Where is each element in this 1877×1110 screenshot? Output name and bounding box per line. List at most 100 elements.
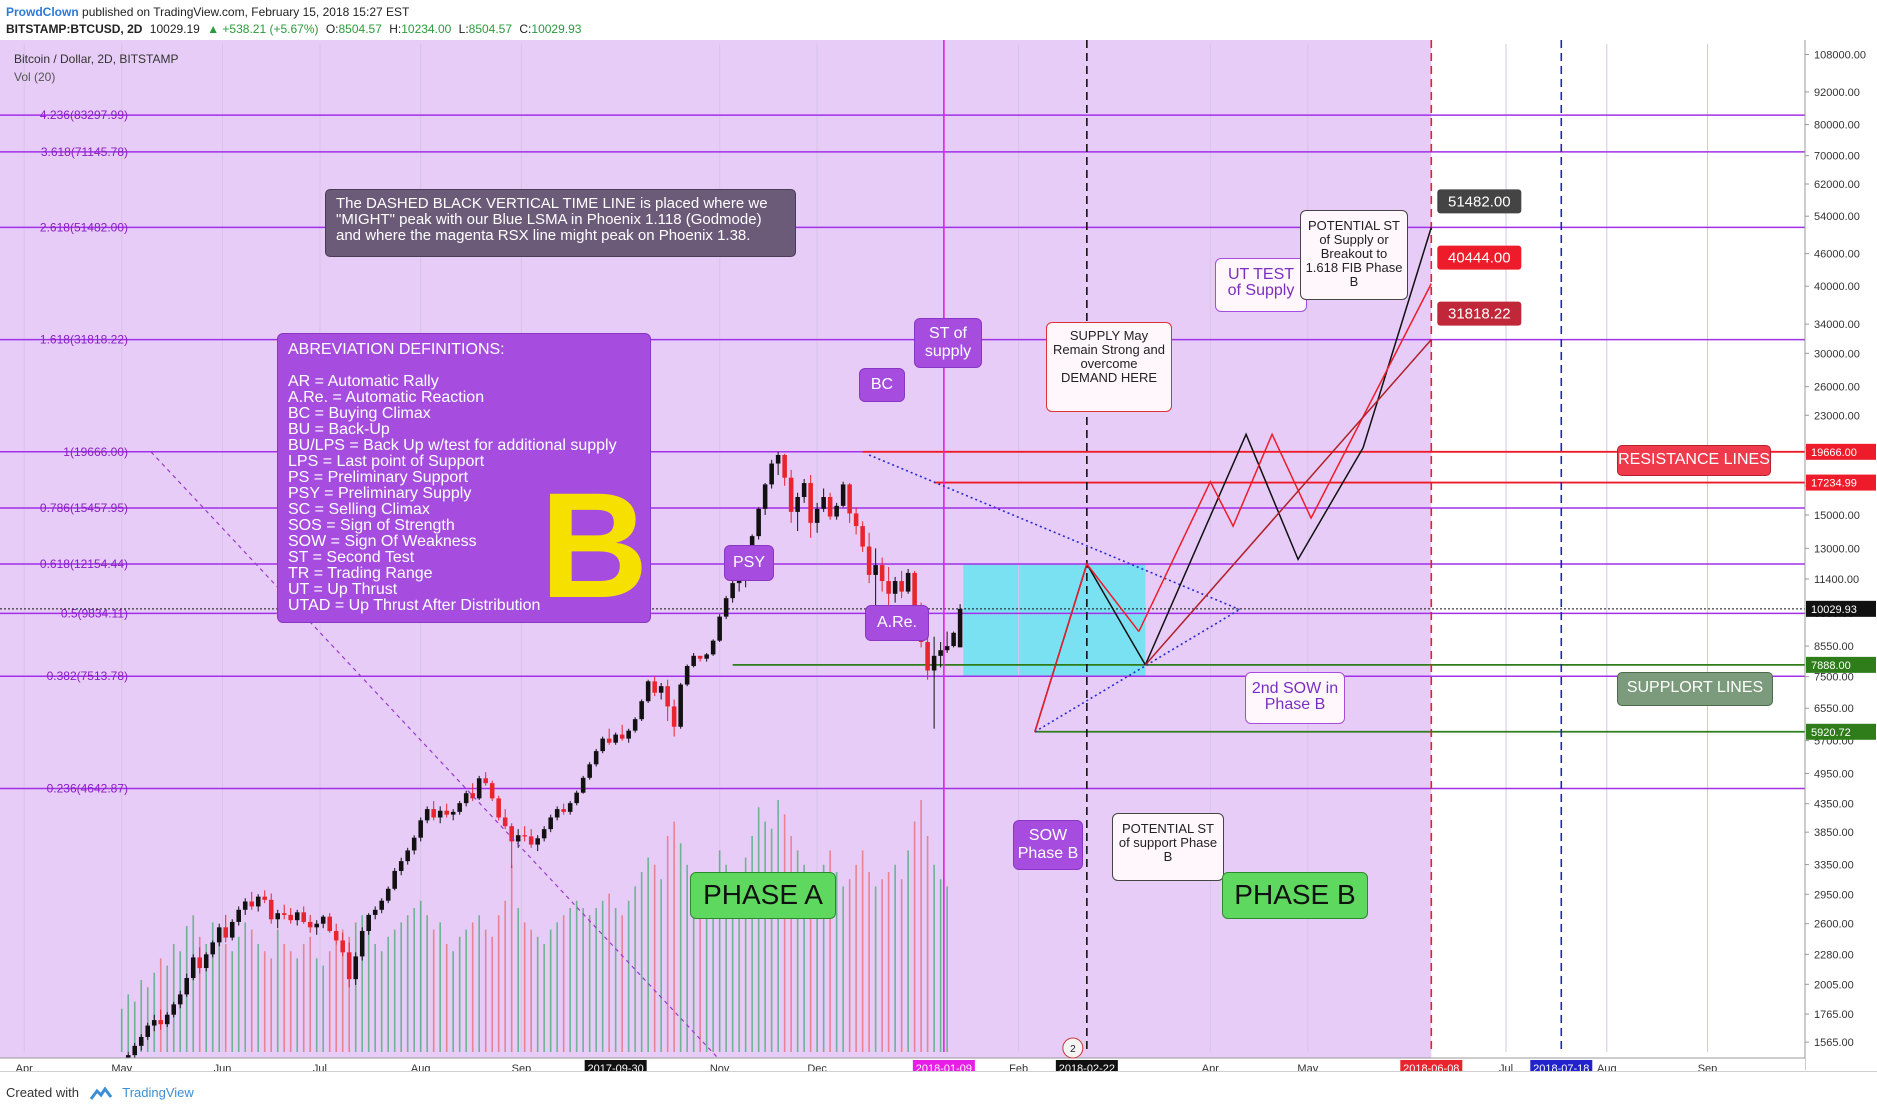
volume-bar	[263, 951, 266, 1052]
tradingview-brand[interactable]: TradingView	[122, 1085, 194, 1100]
volume-bar	[731, 879, 734, 1052]
abbreviation-item: BU = Back-Up	[288, 421, 390, 438]
candle-body	[782, 454, 787, 478]
volume-bar	[205, 944, 208, 1052]
potential-st-supply-note[interactable]: POTENTIAL ST of Supply or Breakout to 1.…	[1300, 210, 1408, 300]
volume-bar	[400, 922, 402, 1052]
volume-bar	[224, 944, 227, 1052]
pane-title: Bitcoin / Dollar, 2D, BITSTAMP	[14, 52, 179, 66]
volume-bar	[614, 908, 617, 1052]
volume-bar	[328, 951, 331, 1052]
fib-level-label: 2.618(51482.00)	[40, 220, 128, 234]
candle-body	[145, 1025, 151, 1037]
time-axis-label: Jul	[313, 1063, 327, 1071]
price-axis-label: 54000.00	[1814, 211, 1860, 223]
second-sow-note[interactable]: 2nd SOW in Phase B	[1245, 672, 1345, 724]
candle-body	[320, 916, 326, 924]
volume-bar	[413, 908, 415, 1052]
candle-body	[281, 913, 287, 915]
phase-a-label[interactable]: PHASE A	[690, 872, 836, 919]
volume-bar	[855, 864, 857, 1052]
candle-body	[788, 477, 794, 512]
candle-body	[756, 508, 761, 537]
volume-bar	[322, 965, 325, 1052]
candle-body	[925, 642, 930, 671]
volume-bar	[562, 915, 565, 1052]
phase-b-label[interactable]: PHASE B	[1222, 872, 1368, 919]
volume-bar	[374, 944, 376, 1052]
price-axis-label: 34000.00	[1814, 319, 1860, 331]
candle-body	[255, 896, 261, 907]
candle-body	[899, 581, 904, 592]
volume-bar	[549, 929, 552, 1052]
time-marker	[1055, 1060, 1118, 1071]
candle-body	[762, 484, 768, 509]
author-link[interactable]: ProwdClown	[6, 5, 79, 19]
tradingview-logo-icon	[89, 1086, 112, 1100]
price-axis-label: 108000.00	[1814, 50, 1866, 62]
volume-bar	[783, 814, 786, 1052]
volume-bar	[822, 864, 825, 1052]
support-lines-label[interactable]: SUPPLORT LINES	[1617, 672, 1773, 706]
high-value: 10234.00	[401, 22, 452, 36]
sow-phase-b-label[interactable]: SOW Phase B	[1013, 820, 1083, 870]
fib-level-label: 4.236(83297.99)	[40, 108, 128, 122]
candle-body	[301, 912, 306, 922]
ut-test-note[interactable]: UT TEST of Supply	[1215, 258, 1307, 312]
candle-body	[593, 751, 599, 765]
diagonal-trend-line	[150, 451, 721, 1061]
volume-bar	[907, 850, 909, 1052]
psy-label[interactable]: PSY	[724, 545, 774, 581]
candle-body	[275, 913, 280, 920]
candle-body	[554, 809, 560, 818]
volume-bar	[439, 922, 441, 1052]
candle-body	[905, 572, 911, 592]
time-axis-label: Dec	[807, 1063, 827, 1071]
volume-bar	[315, 958, 318, 1052]
volume-bar	[497, 915, 500, 1052]
st-supply-label[interactable]: ST of supply	[914, 318, 982, 368]
dashed-line-callout[interactable]: The DASHED BLACK VERTICAL TIME LINE is p…	[325, 189, 796, 257]
abbreviation-item: UTAD = Up Thrust After Distribution	[288, 597, 541, 614]
candle-body	[645, 681, 651, 702]
volume-bar	[387, 936, 389, 1052]
volume-bar	[361, 915, 364, 1052]
fib-level-label: 0.786(15457.95)	[40, 501, 128, 515]
are-label[interactable]: A.Re.	[865, 605, 929, 641]
volume-bar	[692, 879, 695, 1052]
price-tag-label: 10029.93	[1811, 604, 1857, 616]
event-flag-icon[interactable]	[1062, 1037, 1084, 1059]
candle-body	[671, 706, 677, 727]
fib-level-label: 1.618(31818.22)	[40, 333, 128, 347]
price-axis-label: 23000.00	[1814, 410, 1860, 422]
time-axis-label: May	[111, 1063, 132, 1071]
price-axis-label: 4350.00	[1814, 799, 1854, 811]
volume-bar	[601, 900, 604, 1052]
volume-bar	[621, 915, 623, 1052]
candle-body	[203, 954, 209, 969]
volume-bar	[543, 944, 545, 1052]
resistance-lines-label[interactable]: RESISTANCE LINES	[1617, 445, 1771, 476]
candle-body	[873, 565, 878, 575]
fib-level-label: 1(19666.00)	[63, 445, 128, 459]
candle-body	[242, 901, 248, 910]
target-price-label: 31818.22	[1448, 306, 1511, 323]
bc-label[interactable]: BC	[859, 368, 905, 402]
candle-body	[132, 1045, 138, 1056]
target-price-tag	[1437, 189, 1522, 214]
abbreviation-panel[interactable]: ABREVIATION DEFINITIONS: AR = Automatic …	[277, 333, 651, 623]
bc-label-text: BC	[870, 376, 894, 393]
candle-body	[795, 497, 800, 512]
price-tag-label: 19666.00	[1811, 447, 1857, 459]
potential-st-support-note[interactable]: POTENTIAL ST of support Phase B	[1112, 813, 1224, 881]
abbreviation-item: SC = Selling Climax	[288, 501, 430, 518]
candle-body	[938, 650, 943, 656]
volume-bar	[725, 864, 727, 1052]
volume-bar	[640, 872, 643, 1052]
projection-black-2	[1144, 227, 1433, 666]
supply-note[interactable]: SUPPLY May Remain Strong and overcome DE…	[1046, 322, 1172, 412]
candle-body	[346, 952, 352, 980]
fib-level-label: 0.236(4642.87)	[47, 781, 128, 795]
volume-bar	[588, 915, 591, 1052]
potential-st-supply-text: POTENTIAL ST of Supply or Breakout to 1.…	[1305, 218, 1403, 289]
